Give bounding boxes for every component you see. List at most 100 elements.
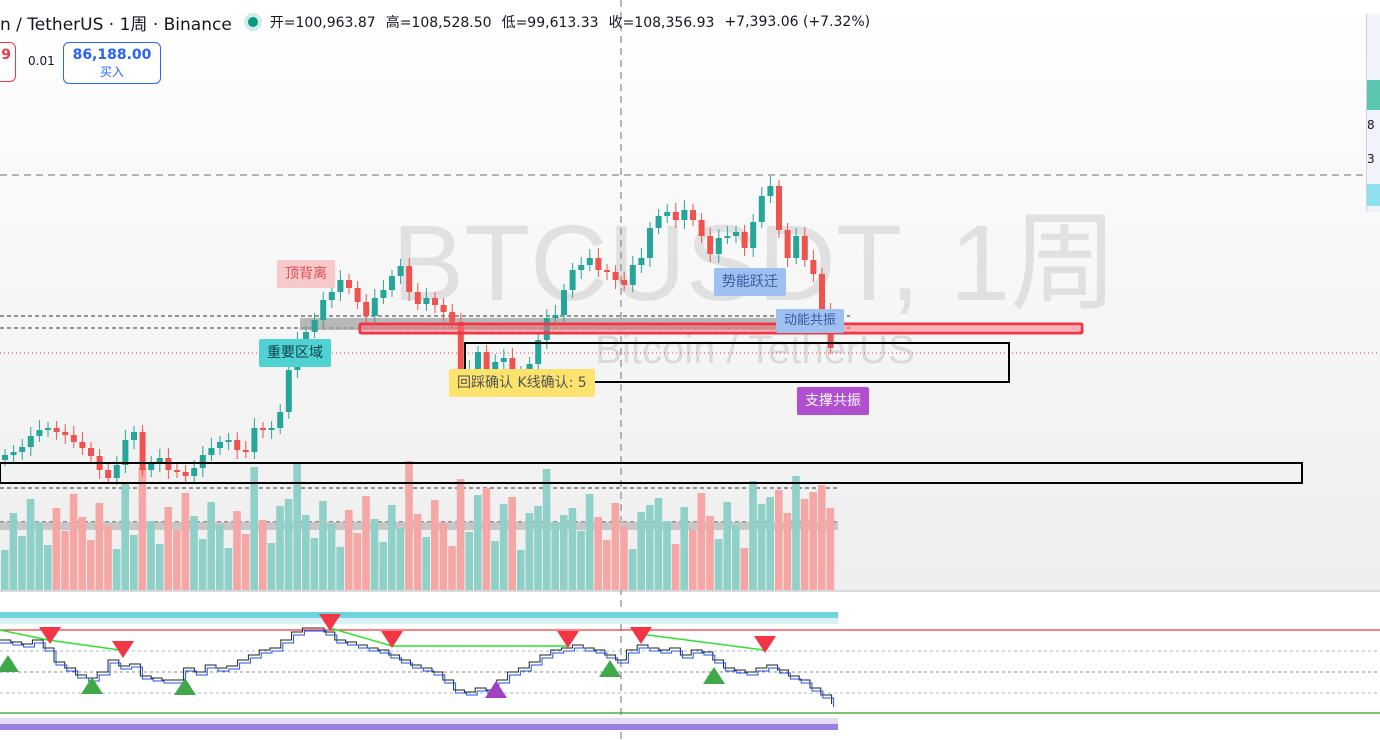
candle-body (414, 292, 421, 304)
candle-body (535, 340, 542, 364)
volume-bar (35, 522, 43, 590)
volume-bar (104, 526, 112, 590)
candle-body (440, 305, 447, 312)
candle-body (526, 364, 533, 372)
annotation-support-resonance[interactable]: 支撑共振 (797, 387, 869, 415)
annotation-momentum-jump[interactable]: 势能跃迁 (714, 268, 786, 296)
volume-bar (757, 504, 766, 590)
volume-bar (18, 536, 26, 590)
volume-bar (327, 524, 336, 590)
candle-body (483, 352, 490, 376)
price-change: +7,393.06 (+7.32%) (724, 14, 871, 30)
candle-body (647, 228, 653, 258)
volume-bar (276, 506, 284, 590)
volume-bar (534, 506, 542, 590)
candle-body (758, 196, 765, 222)
candle-body (225, 440, 232, 442)
candle-body (578, 265, 585, 270)
candle-body (449, 312, 456, 322)
volume-bar (396, 528, 405, 590)
candle-body (242, 450, 249, 452)
volume-bar (259, 520, 267, 590)
volume-bar (671, 544, 680, 590)
oscillator-line-blue (0, 630, 835, 707)
candle-body (552, 315, 559, 318)
triangle-down-signal-icon (39, 627, 61, 644)
candle-body (733, 232, 739, 236)
watermark-symbol: BTCUSDT, 1周 (392, 202, 1118, 323)
volume-bar (749, 481, 757, 590)
volume-bar (224, 548, 233, 590)
volume-bar (9, 513, 18, 590)
spread-value: 0.01 (28, 54, 55, 68)
volume-bar (568, 508, 577, 590)
candle-body (767, 186, 774, 196)
candle-body (320, 300, 327, 320)
volume-bar (319, 501, 327, 590)
annotation-small-blue[interactable]: 动能共振 (776, 309, 845, 333)
candle-body (2, 455, 8, 460)
volume-bar (431, 500, 439, 590)
candle-body (79, 442, 86, 448)
ohlc-open: 开=100,963.87 (269, 15, 376, 31)
candle-body (19, 447, 26, 452)
candle-body (191, 468, 198, 476)
candle-body (629, 265, 636, 285)
candle-body (53, 428, 60, 432)
red-resistance-fill (362, 326, 1080, 331)
volume-bar (233, 511, 241, 590)
candle-body (750, 222, 757, 248)
candle-body (346, 280, 352, 288)
candle-body (36, 430, 43, 436)
side-panel-active-cell[interactable] (1367, 80, 1380, 110)
candle-body (698, 220, 705, 236)
volume-bar (766, 497, 774, 590)
candle-body (199, 455, 206, 468)
candle-body (10, 452, 17, 455)
candle-body (363, 302, 370, 316)
right-side-panel[interactable]: 8 3 (1366, 14, 1380, 212)
volume-bar (190, 516, 198, 590)
volume-bar (130, 535, 138, 590)
candle-body (707, 236, 714, 254)
triangle-down-signal-icon (112, 641, 134, 658)
volume-bar (78, 517, 86, 590)
oscillator-purple-band-light (0, 718, 838, 724)
volume-bar (439, 523, 448, 590)
volume-bar (448, 546, 456, 590)
annotation-key-zone[interactable]: 重要区域 (259, 339, 331, 367)
triangle-up-signal-icon (485, 681, 507, 698)
candle-body (113, 465, 120, 478)
buy-price: 86,188.00 (72, 47, 152, 63)
volume-bar (637, 512, 645, 590)
volume-bar (646, 505, 654, 590)
sell-price: 9 (1, 47, 11, 63)
annotation-pullback-confirm[interactable]: 回踩确认 K线确认: 5 (449, 369, 595, 397)
volume-bar (654, 498, 663, 590)
candle-body (303, 332, 309, 342)
candle-body (776, 186, 782, 230)
annotation-top-divergence[interactable]: 顶背离 (277, 260, 335, 288)
sell-button[interactable]: 9 (0, 42, 16, 82)
volume-bar (1, 550, 9, 590)
candle-body (604, 270, 610, 272)
candle-body (131, 432, 137, 440)
candle-body (380, 290, 387, 298)
symbol-title[interactable]: n / TetherUS · 1周 · Binance (0, 14, 232, 35)
candle-body (638, 258, 645, 265)
candle-body (595, 258, 602, 270)
volume-bar (465, 532, 473, 590)
oscillator-teal-band-light (0, 618, 838, 624)
candle-body (285, 370, 292, 412)
volume-bar (345, 510, 353, 590)
volume-bars (1, 461, 835, 590)
side-panel-cyan-cell[interactable] (1367, 184, 1380, 206)
candle-body (801, 236, 808, 260)
buy-button[interactable]: 86,188.00 买入 (63, 42, 161, 84)
oscillator-purple-band (0, 724, 838, 730)
volume-bar (69, 494, 78, 590)
volume-bar (302, 515, 310, 590)
volume-bar (138, 468, 147, 590)
chart-header: n / TetherUS · 1周 · Binance 开=100,963.87… (0, 8, 870, 36)
